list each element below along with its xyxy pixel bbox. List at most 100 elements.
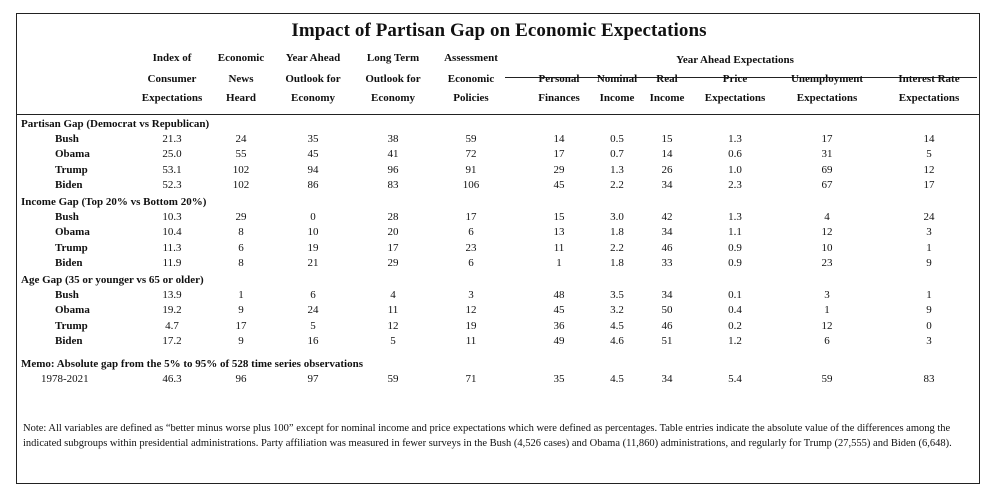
table-cell: 6 — [238, 241, 244, 254]
table-cell: 0 — [310, 211, 316, 224]
column-header-year-ahead: Economy — [291, 92, 335, 104]
table-cell: 3.0 — [610, 211, 624, 224]
column-header-nominal: Nominal — [596, 73, 638, 85]
table-cell: 34 — [661, 178, 673, 191]
table-cell: 23 — [465, 241, 477, 254]
table-cell: 1 — [238, 289, 244, 302]
table-cell: 45 — [553, 178, 565, 191]
group-underline — [505, 77, 977, 78]
table-cell: 38 — [387, 133, 399, 146]
table-cell: 13 — [553, 226, 565, 239]
table-cell: 3 — [926, 226, 932, 239]
table-cell: 25.0 — [162, 148, 182, 161]
table-cell: 0.9 — [728, 256, 742, 269]
table-cell: 59 — [821, 373, 833, 386]
table-cell: 4.7 — [165, 319, 179, 332]
table-cell: 91 — [465, 163, 477, 176]
table-cell: 86 — [307, 178, 319, 191]
column-header-price: Expectations — [704, 92, 766, 104]
table-cell: 53.1 — [162, 163, 182, 176]
table-cell: 3.2 — [610, 304, 624, 317]
table-cell: 11.9 — [162, 256, 182, 269]
column-header-personal: Personal — [538, 73, 580, 85]
table-cell: 11 — [387, 304, 399, 317]
column-header-assessment: Assessment — [444, 52, 498, 64]
table-cell: 24 — [235, 133, 247, 146]
table-cell: 17 — [553, 148, 565, 161]
table-cell: 19 — [465, 319, 477, 332]
row-label: Biden — [55, 334, 83, 347]
table-cell: 17 — [821, 133, 833, 146]
column-header-interest: Expectations — [898, 92, 960, 104]
table-cell: 17 — [235, 319, 247, 332]
table-cell: 26 — [661, 163, 673, 176]
table-cell: 69 — [821, 163, 833, 176]
table-cell: 3 — [926, 334, 932, 347]
table-cell: 19 — [307, 241, 319, 254]
table-cell: 0.9 — [728, 241, 742, 254]
table-cell: 12 — [821, 226, 833, 239]
table-cell: 3 — [824, 289, 830, 302]
table-cell: 0.7 — [610, 148, 624, 161]
table-cell: 6 — [468, 226, 474, 239]
table-cell: 4 — [390, 289, 396, 302]
table-cell: 1 — [926, 241, 932, 254]
table-cell: 67 — [821, 178, 833, 191]
table-cell: 17.2 — [162, 334, 182, 347]
table-cell: 17 — [387, 241, 399, 254]
table-cell: 83 — [923, 373, 935, 386]
table-cell: 0.5 — [610, 133, 624, 146]
column-header-news: News — [228, 73, 254, 85]
table-cell: 11 — [465, 334, 477, 347]
table-cell: 12 — [465, 304, 477, 317]
table-cell: 9 — [238, 334, 244, 347]
table-cell: 34 — [661, 226, 673, 239]
table-cell: 29 — [387, 256, 399, 269]
table-cell: 45 — [553, 304, 565, 317]
table-cell: 21.3 — [162, 133, 182, 146]
table-cell: 14 — [661, 148, 673, 161]
column-header-price: Price — [722, 73, 748, 85]
table-cell: 0 — [926, 319, 932, 332]
table-cell: 51 — [661, 334, 673, 347]
column-header-real: Income — [649, 92, 685, 104]
table-cell: 50 — [661, 304, 673, 317]
table-cell: 41 — [387, 148, 399, 161]
table-cell: 1 — [926, 289, 932, 302]
table-cell: 10 — [307, 226, 319, 239]
table-cell: 10 — [821, 241, 833, 254]
table-cell: 71 — [465, 373, 477, 386]
table-cell: 2.3 — [728, 178, 742, 191]
table-cell: 1.1 — [728, 226, 742, 239]
header-rule — [17, 114, 979, 115]
row-label: Obama — [55, 226, 90, 239]
table-cell: 8 — [238, 256, 244, 269]
table-cell: 6 — [468, 256, 474, 269]
table-cell: 48 — [553, 289, 565, 302]
table-cell: 28 — [387, 211, 399, 224]
table-cell: 15 — [553, 211, 565, 224]
table-cell: 16 — [307, 334, 319, 347]
column-header-year-ahead: Year Ahead — [285, 52, 341, 64]
table-cell: 102 — [232, 178, 250, 191]
section-label: Partisan Gap (Democrat vs Republican) — [21, 118, 210, 130]
table-cell: 96 — [387, 163, 399, 176]
table-cell: 34 — [661, 289, 673, 302]
table-cell: 1.0 — [728, 163, 742, 176]
column-header-interest: Interest Rate — [898, 73, 960, 85]
table-cell: 21 — [307, 256, 319, 269]
column-header-index: Expectations — [141, 92, 203, 104]
table-cell: 12 — [821, 319, 833, 332]
column-header-news: Economic — [217, 52, 265, 64]
table-cell: 33 — [661, 256, 673, 269]
table-cell: 59 — [465, 133, 477, 146]
table-cell: 2.2 — [610, 241, 624, 254]
table-cell: 9 — [926, 304, 932, 317]
column-header-index: Index of — [152, 52, 192, 64]
table-cell: 1.3 — [728, 211, 742, 224]
table-cell: 0.4 — [728, 304, 742, 317]
table-cell: 83 — [387, 178, 399, 191]
table-cell: 46 — [661, 319, 673, 332]
table-cell: 8 — [238, 226, 244, 239]
row-label: Biden — [55, 178, 83, 191]
